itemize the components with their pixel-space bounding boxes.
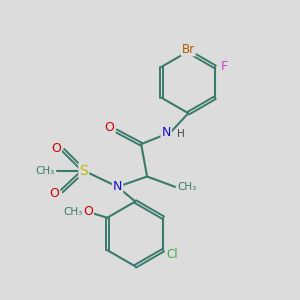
Text: N: N xyxy=(113,180,122,193)
Text: CH₃: CH₃ xyxy=(177,182,196,192)
Text: Cl: Cl xyxy=(166,248,178,261)
Text: Br: Br xyxy=(182,43,195,56)
Text: H: H xyxy=(177,129,185,139)
Text: O: O xyxy=(105,122,115,134)
Text: N: N xyxy=(161,126,171,139)
Text: CH₃: CH₃ xyxy=(64,207,83,217)
Text: O: O xyxy=(83,205,93,218)
Text: CH₃: CH₃ xyxy=(35,166,54,176)
Text: F: F xyxy=(221,60,228,73)
Text: O: O xyxy=(50,187,59,200)
Text: S: S xyxy=(80,164,88,178)
Text: O: O xyxy=(51,142,61,155)
